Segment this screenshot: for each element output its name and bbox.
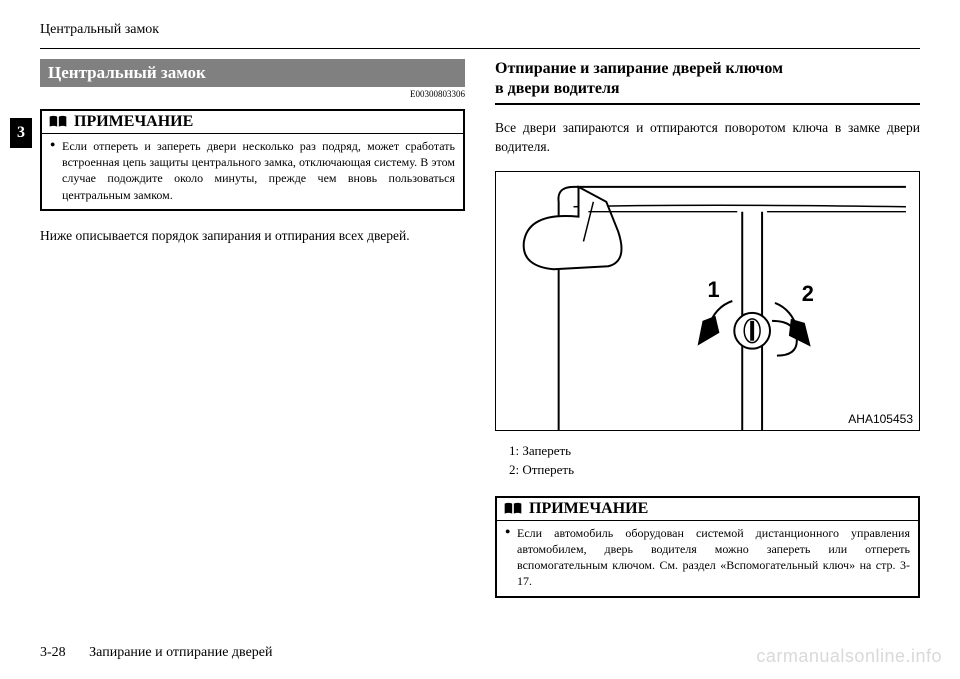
figure-box: 1 2 AHA105453	[495, 171, 920, 431]
note-title-left: ПРИМЕЧАНИЕ	[42, 111, 463, 134]
chapter-title: Запирание и отпирание дверей	[89, 645, 272, 660]
header-rule	[40, 48, 920, 49]
section-title-bar: Центральный замок	[40, 59, 465, 87]
chapter-tab-number: 3	[17, 124, 25, 142]
right-paragraph: Все двери запираются и отпираются поворо…	[495, 119, 920, 157]
page-footer: 3-28 Запирание и отпирание дверей	[40, 645, 273, 661]
figure-code: AHA105453	[848, 412, 913, 426]
section-code: E00300803306	[40, 89, 465, 99]
figure-legend: 1: Запереть 2: Отпереть	[509, 441, 920, 480]
content-columns: Центральный замок E00300803306 ПРИМЕЧАНИ…	[40, 59, 920, 614]
running-header: Центральный замок	[40, 22, 920, 42]
book-icon	[48, 115, 68, 129]
book-icon	[503, 502, 523, 516]
note-item-right: Если автомобиль оборудован системой дист…	[505, 525, 910, 590]
legend-item-1: 1: Запереть	[509, 441, 920, 461]
figure-label-2: 2	[802, 281, 814, 306]
section-title: Центральный замок	[48, 63, 206, 82]
note-body-right: Если автомобиль оборудован системой дист…	[497, 521, 918, 596]
chapter-tab: 3	[10, 118, 32, 148]
left-paragraph: Ниже описывается порядок запирания и отп…	[40, 227, 465, 246]
note-label-right: ПРИМЕЧАНИЕ	[529, 500, 648, 518]
note-title-right: ПРИМЕЧАНИЕ	[497, 498, 918, 521]
door-lock-illustration: 1 2	[496, 172, 919, 430]
left-column: Центральный замок E00300803306 ПРИМЕЧАНИ…	[40, 59, 465, 614]
running-title: Центральный замок	[40, 22, 159, 37]
note-box-left: ПРИМЕЧАНИЕ Если отпереть и запереть двер…	[40, 109, 465, 211]
watermark: carmanualsonline.info	[756, 646, 942, 667]
note-item-left: Если отпереть и запереть двери несколько…	[50, 138, 455, 203]
subsection-title-line1: Отпирание и запирание дверей ключом	[495, 60, 783, 77]
subsection-title-line2: в двери водителя	[495, 80, 620, 97]
right-column: Отпирание и запирание дверей ключом в дв…	[495, 59, 920, 614]
note-body-left: Если отпереть и запереть двери несколько…	[42, 134, 463, 209]
legend-item-2: 2: Отпереть	[509, 460, 920, 480]
figure-label-1: 1	[708, 277, 720, 302]
note-box-right: ПРИМЕЧАНИЕ Если автомобиль оборудован си…	[495, 496, 920, 598]
page-number: 3-28	[40, 645, 66, 660]
subsection-title: Отпирание и запирание дверей ключом в дв…	[495, 59, 920, 105]
note-label-left: ПРИМЕЧАНИЕ	[74, 113, 193, 131]
